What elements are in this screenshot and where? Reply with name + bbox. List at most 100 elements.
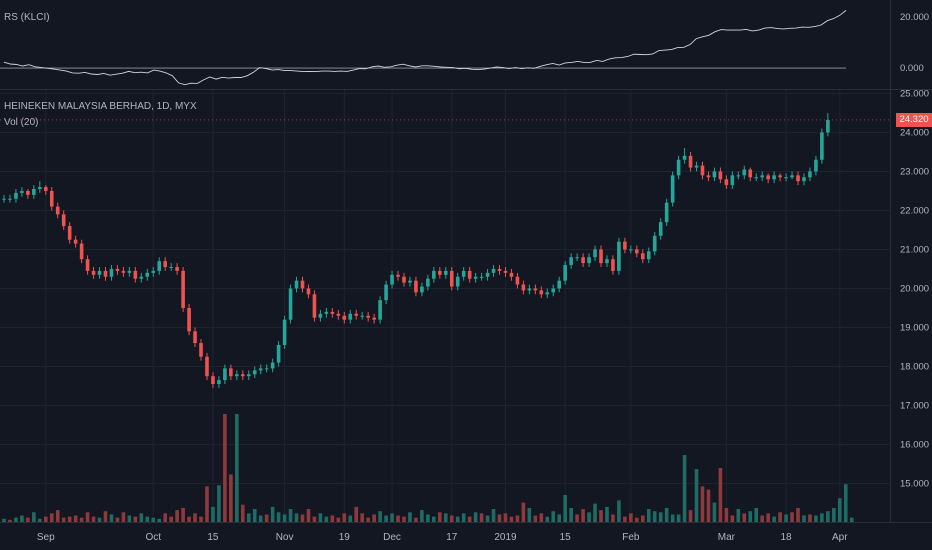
- volume-bar: [849, 517, 854, 522]
- volume-bar: [145, 516, 150, 522]
- candle-body: [43, 187, 48, 191]
- volume-bar: [79, 517, 84, 522]
- candle-body: [288, 288, 293, 320]
- date-axis-label: 2019: [494, 532, 517, 543]
- candle-body: [539, 290, 544, 295]
- candle-body: [569, 257, 573, 266]
- candle-body: [414, 280, 418, 293]
- candle-body: [820, 132, 824, 160]
- volume-bar: [563, 495, 567, 522]
- candle-body: [515, 276, 520, 285]
- date-axis-label: Oct: [145, 532, 161, 543]
- candle-body: [8, 198, 12, 200]
- candle-body: [103, 270, 108, 277]
- volume-bar: [724, 507, 729, 522]
- volume-bar: [38, 518, 42, 522]
- candle-body: [521, 284, 526, 291]
- candle-body: [2, 198, 6, 200]
- volume-bar: [515, 515, 520, 522]
- candle-body: [115, 268, 120, 271]
- candle-body: [264, 368, 269, 370]
- candle-body: [67, 226, 72, 240]
- volume-bar: [479, 513, 484, 522]
- volume-bar: [790, 512, 794, 522]
- candle-body: [575, 257, 579, 259]
- candle-body: [742, 169, 747, 176]
- volume-bar: [420, 510, 424, 522]
- volume-bar: [241, 504, 245, 522]
- candle-body: [318, 313, 323, 318]
- candle-body: [241, 374, 245, 377]
- volume-bar: [97, 517, 102, 522]
- volume-bar: [587, 512, 591, 522]
- candle-body: [324, 311, 329, 314]
- volume-bar: [843, 484, 848, 522]
- candle-body: [26, 190, 30, 195]
- volume-bar: [378, 511, 382, 522]
- volume-bar: [605, 506, 609, 522]
- candle-body: [157, 261, 162, 271]
- candle-body: [694, 165, 699, 168]
- volume-bar: [103, 511, 108, 522]
- candle-body: [527, 288, 532, 291]
- candle-body: [294, 280, 299, 289]
- volume-bar: [449, 515, 454, 522]
- volume-bar: [581, 509, 585, 522]
- candle-body: [79, 243, 84, 260]
- volume-bar: [390, 513, 394, 522]
- candle-body: [426, 278, 430, 287]
- candle-body: [336, 313, 341, 316]
- volume-bar: [694, 469, 699, 522]
- candle-body: [199, 343, 203, 357]
- volume-bar: [772, 516, 776, 522]
- volume-bar: [718, 468, 723, 522]
- date-axis-label: 19: [339, 532, 351, 543]
- candle-body: [760, 175, 764, 178]
- price-axis-tick: 22.000: [900, 205, 929, 216]
- volume-bar: [796, 507, 800, 522]
- volume-bar: [760, 515, 764, 522]
- candle-body: [348, 313, 353, 320]
- volume-bar: [163, 513, 167, 522]
- candle-body: [676, 159, 681, 176]
- candle-body: [211, 376, 215, 384]
- candle-body: [545, 292, 550, 295]
- volume-bar: [509, 516, 514, 522]
- volume-bar: [282, 514, 287, 522]
- candle-body: [73, 239, 78, 244]
- candle-body: [384, 284, 388, 301]
- date-axis-label: Sep: [37, 532, 55, 543]
- volume-bar: [330, 515, 335, 522]
- volume-bar: [473, 512, 478, 522]
- date-axis-label: Feb: [622, 532, 640, 543]
- volume-bar: [157, 518, 162, 522]
- candle-body: [133, 270, 138, 279]
- volume-bar: [246, 513, 251, 522]
- date-axis-label: Mar: [718, 532, 736, 543]
- volume-bar: [443, 513, 448, 522]
- candle-body: [342, 315, 347, 320]
- volume-bar: [551, 511, 556, 522]
- candle-body: [38, 187, 42, 189]
- candle-body: [223, 368, 227, 381]
- symbol-title: HEINEKEN MALAYSIA BERHAD, 1D, MYX: [4, 101, 197, 112]
- candle-body: [32, 189, 36, 195]
- volume-bar: [181, 507, 185, 522]
- candle-body: [772, 175, 776, 180]
- date-axis: Sep Oct 15 Nov 19 Dec 17 2019 15 Feb Mar 18 Apr: [37, 532, 848, 543]
- volume-bar: [288, 509, 293, 522]
- volume-bar: [820, 513, 824, 522]
- candle-body: [706, 175, 711, 178]
- volume-bar: [217, 485, 221, 522]
- candle-body: [473, 276, 478, 279]
- volume-bar: [539, 513, 544, 522]
- volume-bar: [318, 513, 323, 522]
- volume-bar: [491, 509, 496, 522]
- candle-body: [163, 261, 167, 267]
- volume-bar: [312, 516, 317, 522]
- volume-bar: [533, 515, 538, 522]
- volume-bar: [814, 515, 818, 522]
- candle-body: [151, 270, 156, 273]
- volume-bar: [402, 516, 406, 522]
